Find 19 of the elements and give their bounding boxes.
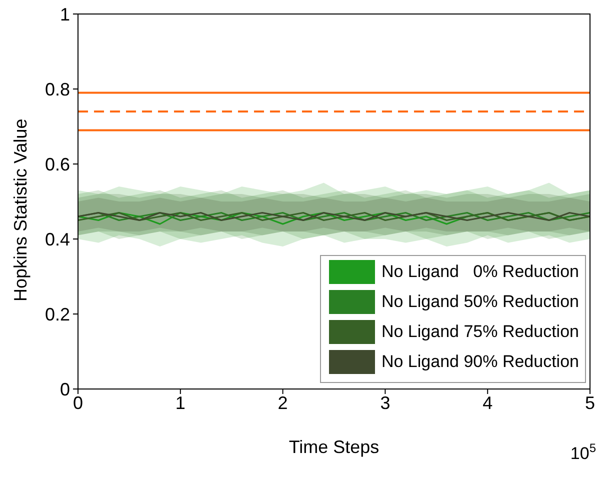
- x-tick-label: 4: [482, 392, 493, 413]
- y-tick-label: 0.4: [44, 229, 70, 250]
- x-tick-label: 3: [380, 392, 390, 413]
- x-axis-title: Time Steps: [288, 437, 380, 457]
- x-tick-label: 5: [584, 392, 596, 413]
- legend-label: No Ligand 75% Reduction: [381, 322, 579, 342]
- y-tick-label: 0.8: [44, 79, 70, 100]
- y-axis-title: Hopkins Statistic Value: [10, 118, 30, 302]
- legend-label: No Ligand 0% Reduction: [381, 262, 579, 282]
- y-tick-label: 1: [60, 4, 70, 24]
- legend-label: No Ligand 90% Reduction: [381, 352, 579, 372]
- text: 10$^{5}$: [570, 441, 596, 463]
- y-tick-label: 0: [60, 379, 70, 400]
- y-tick-label: 0.2: [44, 304, 70, 324]
- x-tick-label: 0: [72, 392, 84, 413]
- x-tick-label: 2: [278, 392, 288, 413]
- y-tick-label: 0.6: [44, 154, 70, 174]
- x-tick-label: 1: [175, 392, 186, 413]
- legend-label: No Ligand 50% Reduction: [381, 292, 579, 312]
